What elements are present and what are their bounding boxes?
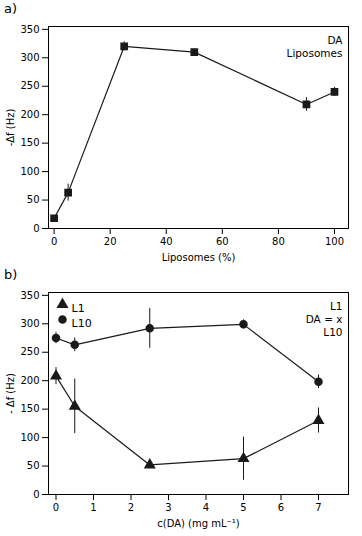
svg-text:3: 3: [165, 502, 171, 513]
svg-text:0: 0: [33, 489, 39, 500]
svg-text:250: 250: [20, 346, 39, 357]
svg-text:7: 7: [315, 502, 321, 513]
svg-text:6: 6: [278, 502, 284, 513]
svg-text:100: 100: [325, 236, 344, 247]
svg-text:0: 0: [51, 236, 57, 247]
svg-text:DA = x: DA = x: [306, 313, 343, 325]
svg-text:60: 60: [216, 236, 229, 247]
svg-text:300: 300: [20, 52, 39, 63]
svg-text:40: 40: [160, 236, 173, 247]
svg-text:L1: L1: [330, 300, 343, 312]
svg-text:200: 200: [20, 109, 39, 120]
svg-text:100: 100: [20, 166, 39, 177]
svg-text:300: 300: [20, 318, 39, 329]
svg-text:200: 200: [20, 375, 39, 386]
svg-text:1: 1: [90, 502, 96, 513]
svg-text:c(DA) (mg mL⁻¹): c(DA) (mg mL⁻¹): [157, 518, 240, 529]
svg-text:- Δf (Hz): - Δf (Hz): [5, 373, 16, 414]
svg-text:150: 150: [20, 403, 39, 414]
svg-text:2: 2: [128, 502, 134, 513]
svg-text:100: 100: [20, 432, 39, 443]
svg-text:350: 350: [20, 290, 39, 301]
svg-text:-Δf (Hz): -Δf (Hz): [5, 109, 16, 147]
svg-text:L1: L1: [72, 302, 85, 315]
svg-text:150: 150: [20, 137, 39, 148]
svg-text:Liposomes (%): Liposomes (%): [162, 252, 236, 263]
svg-text:0: 0: [33, 223, 39, 234]
svg-text:4: 4: [203, 502, 209, 513]
svg-text:Liposomes: Liposomes: [287, 47, 343, 59]
svg-text:80: 80: [272, 236, 285, 247]
svg-text:50: 50: [27, 460, 40, 471]
svg-text:20: 20: [104, 236, 117, 247]
svg-text:5: 5: [240, 502, 246, 513]
svg-text:DA: DA: [327, 34, 343, 46]
html-text:a): a): [4, 1, 17, 16]
html-text:b): b): [4, 267, 18, 282]
svg-text:L10: L10: [72, 317, 92, 330]
svg-text:L10: L10: [323, 326, 342, 338]
svg-text:0: 0: [53, 502, 59, 513]
svg-text:50: 50: [27, 194, 40, 205]
svg-text:350: 350: [20, 24, 39, 35]
svg-text:250: 250: [20, 80, 39, 91]
